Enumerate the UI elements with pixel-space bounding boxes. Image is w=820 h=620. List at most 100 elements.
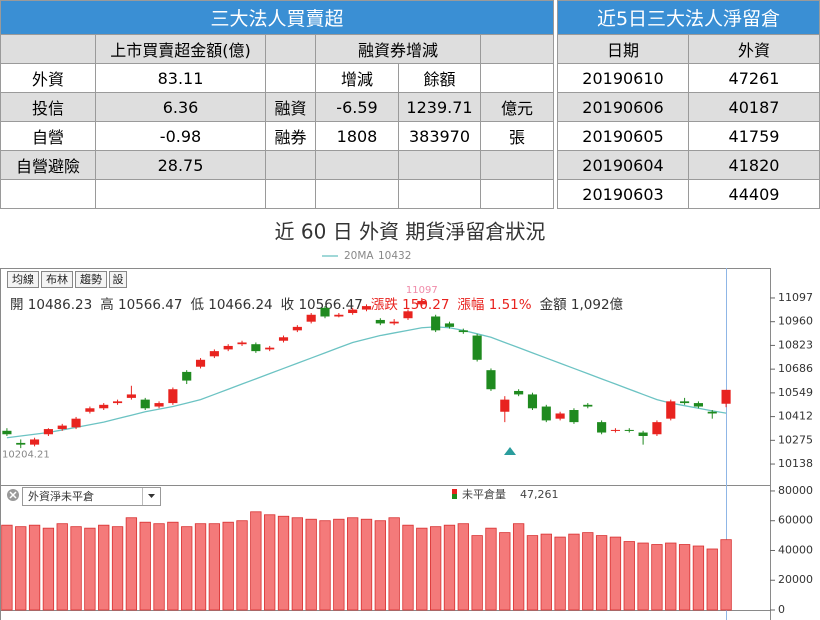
cell: 餘額 bbox=[398, 63, 481, 93]
bar bbox=[637, 542, 649, 611]
candle-body bbox=[527, 394, 538, 409]
cell bbox=[479, 34, 555, 64]
candle-body bbox=[85, 408, 95, 412]
bar bbox=[98, 524, 110, 611]
candle-body bbox=[348, 309, 358, 314]
info-item: 漲跌 150.27 bbox=[371, 297, 450, 313]
bar bbox=[595, 535, 608, 611]
cell: 融資 bbox=[265, 92, 316, 122]
cell bbox=[315, 179, 399, 209]
bar bbox=[443, 524, 456, 611]
bar bbox=[42, 527, 55, 611]
candle-body bbox=[624, 429, 634, 431]
y-tick-label: 11097 bbox=[778, 291, 813, 304]
info-item: 開 10486.23 bbox=[10, 297, 92, 313]
price-panel bbox=[0, 268, 771, 486]
cell: 44409 bbox=[688, 179, 820, 209]
candle-body bbox=[514, 390, 524, 395]
cell: 自營避險 bbox=[0, 150, 96, 180]
cell: 投信 bbox=[0, 92, 96, 122]
bar bbox=[388, 517, 400, 611]
cell bbox=[315, 150, 399, 180]
row: 20190603 44409 bbox=[557, 179, 820, 209]
cell: 外資 bbox=[0, 63, 96, 93]
row: 20190606 40187 bbox=[557, 92, 820, 122]
candle-body bbox=[71, 418, 81, 428]
y-tick-label: 10549 bbox=[778, 386, 813, 399]
header-cell: 日期 bbox=[557, 34, 689, 64]
bar bbox=[236, 520, 248, 611]
info-item: 收 10566.47 bbox=[281, 297, 363, 313]
bar bbox=[28, 524, 41, 611]
cell: 20190603 bbox=[557, 179, 689, 209]
bar bbox=[277, 515, 290, 611]
candle-body bbox=[223, 345, 233, 350]
row: 外資 83.11 增減 餘額 bbox=[0, 63, 555, 93]
candle-body bbox=[361, 306, 372, 310]
bar bbox=[222, 521, 234, 611]
bar bbox=[360, 518, 373, 611]
legend-text: 20MA bbox=[344, 250, 374, 262]
selector[interactable] bbox=[22, 487, 161, 506]
cell: 83.11 bbox=[95, 63, 266, 93]
toolbar-button[interactable] bbox=[109, 271, 127, 288]
bar bbox=[291, 517, 304, 611]
bar bbox=[623, 541, 635, 611]
y-tick-label: 40000 bbox=[778, 543, 813, 556]
candle-body bbox=[2, 430, 12, 435]
candle-body bbox=[597, 422, 607, 433]
cell bbox=[398, 179, 481, 209]
y-tick-label: 0 bbox=[778, 603, 785, 616]
candle-body bbox=[707, 411, 717, 414]
candle-body bbox=[458, 330, 468, 333]
bar bbox=[429, 526, 442, 611]
bar bbox=[347, 517, 359, 611]
candle-body bbox=[43, 429, 53, 435]
candle-body bbox=[209, 351, 219, 357]
toolbar-label: 布林 bbox=[46, 272, 68, 286]
cell: 47261 bbox=[688, 63, 820, 93]
legend-value: 10432 bbox=[378, 250, 411, 262]
toolbar-button[interactable] bbox=[41, 271, 73, 288]
bar bbox=[540, 533, 552, 611]
table-title: 近5日三大法人淨留倉 bbox=[557, 0, 820, 35]
candle-body bbox=[721, 389, 731, 404]
row: 投信 6.36 融資 -6.59 1239.71 億元 bbox=[0, 92, 555, 122]
toolbar-button[interactable] bbox=[75, 271, 107, 288]
candle-body bbox=[306, 314, 316, 322]
peak-label: 11097 bbox=[406, 285, 438, 296]
candle-body bbox=[431, 316, 441, 331]
candle-body bbox=[112, 401, 123, 404]
candle-body bbox=[126, 394, 136, 398]
candle-body bbox=[417, 300, 427, 305]
candle-body bbox=[251, 344, 261, 352]
candle-body bbox=[57, 425, 67, 430]
y-tick-label: 10960 bbox=[778, 315, 813, 328]
cell: 6.36 bbox=[95, 92, 266, 122]
cell: -0.98 bbox=[95, 121, 266, 151]
row: 三大法人買賣超 bbox=[0, 0, 555, 35]
bar bbox=[305, 518, 317, 611]
cell: 億元 bbox=[479, 92, 555, 122]
bar bbox=[692, 545, 705, 611]
bar bbox=[167, 521, 179, 611]
bar bbox=[416, 527, 428, 611]
cell: 20190605 bbox=[557, 121, 689, 151]
header-cell: 上市買賣超金額(億) bbox=[95, 34, 266, 64]
row: 20190605 41759 bbox=[557, 121, 820, 151]
cell: 383970 bbox=[398, 121, 481, 151]
bar bbox=[499, 532, 511, 611]
header-cell: 外資 bbox=[688, 34, 820, 64]
candle-body bbox=[30, 439, 40, 445]
bar bbox=[194, 523, 207, 611]
row: 日期 外資 bbox=[557, 34, 820, 64]
bar bbox=[485, 527, 497, 611]
bar bbox=[70, 526, 82, 611]
toolbar-label: 均線 bbox=[12, 272, 34, 286]
bar bbox=[512, 523, 525, 611]
toolbar-button[interactable] bbox=[7, 271, 39, 288]
cell: 1808 bbox=[315, 121, 399, 151]
candle-body bbox=[168, 389, 178, 404]
